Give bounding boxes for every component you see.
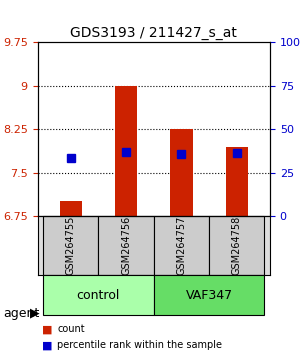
FancyBboxPatch shape	[43, 275, 154, 315]
Text: GSM264758: GSM264758	[232, 216, 242, 275]
FancyBboxPatch shape	[43, 216, 98, 275]
FancyBboxPatch shape	[154, 275, 265, 315]
Text: VAF347: VAF347	[185, 289, 233, 302]
Text: control: control	[77, 289, 120, 302]
Text: count: count	[57, 324, 85, 334]
FancyBboxPatch shape	[98, 216, 154, 275]
Bar	[170, 129, 193, 216]
Text: ▶: ▶	[30, 307, 40, 320]
Text: ■: ■	[42, 324, 52, 334]
FancyBboxPatch shape	[154, 216, 209, 275]
Text: GSM264755: GSM264755	[66, 216, 76, 275]
Text: agent: agent	[3, 307, 39, 320]
Text: ■: ■	[42, 340, 52, 350]
Text: GSM264757: GSM264757	[176, 216, 186, 275]
Text: GSM264756: GSM264756	[121, 216, 131, 275]
Bar	[115, 86, 137, 216]
Text: percentile rank within the sample: percentile rank within the sample	[57, 340, 222, 350]
Title: GDS3193 / 211427_s_at: GDS3193 / 211427_s_at	[70, 26, 237, 40]
FancyBboxPatch shape	[209, 216, 265, 275]
Bar	[226, 147, 248, 216]
Bar	[60, 201, 82, 216]
